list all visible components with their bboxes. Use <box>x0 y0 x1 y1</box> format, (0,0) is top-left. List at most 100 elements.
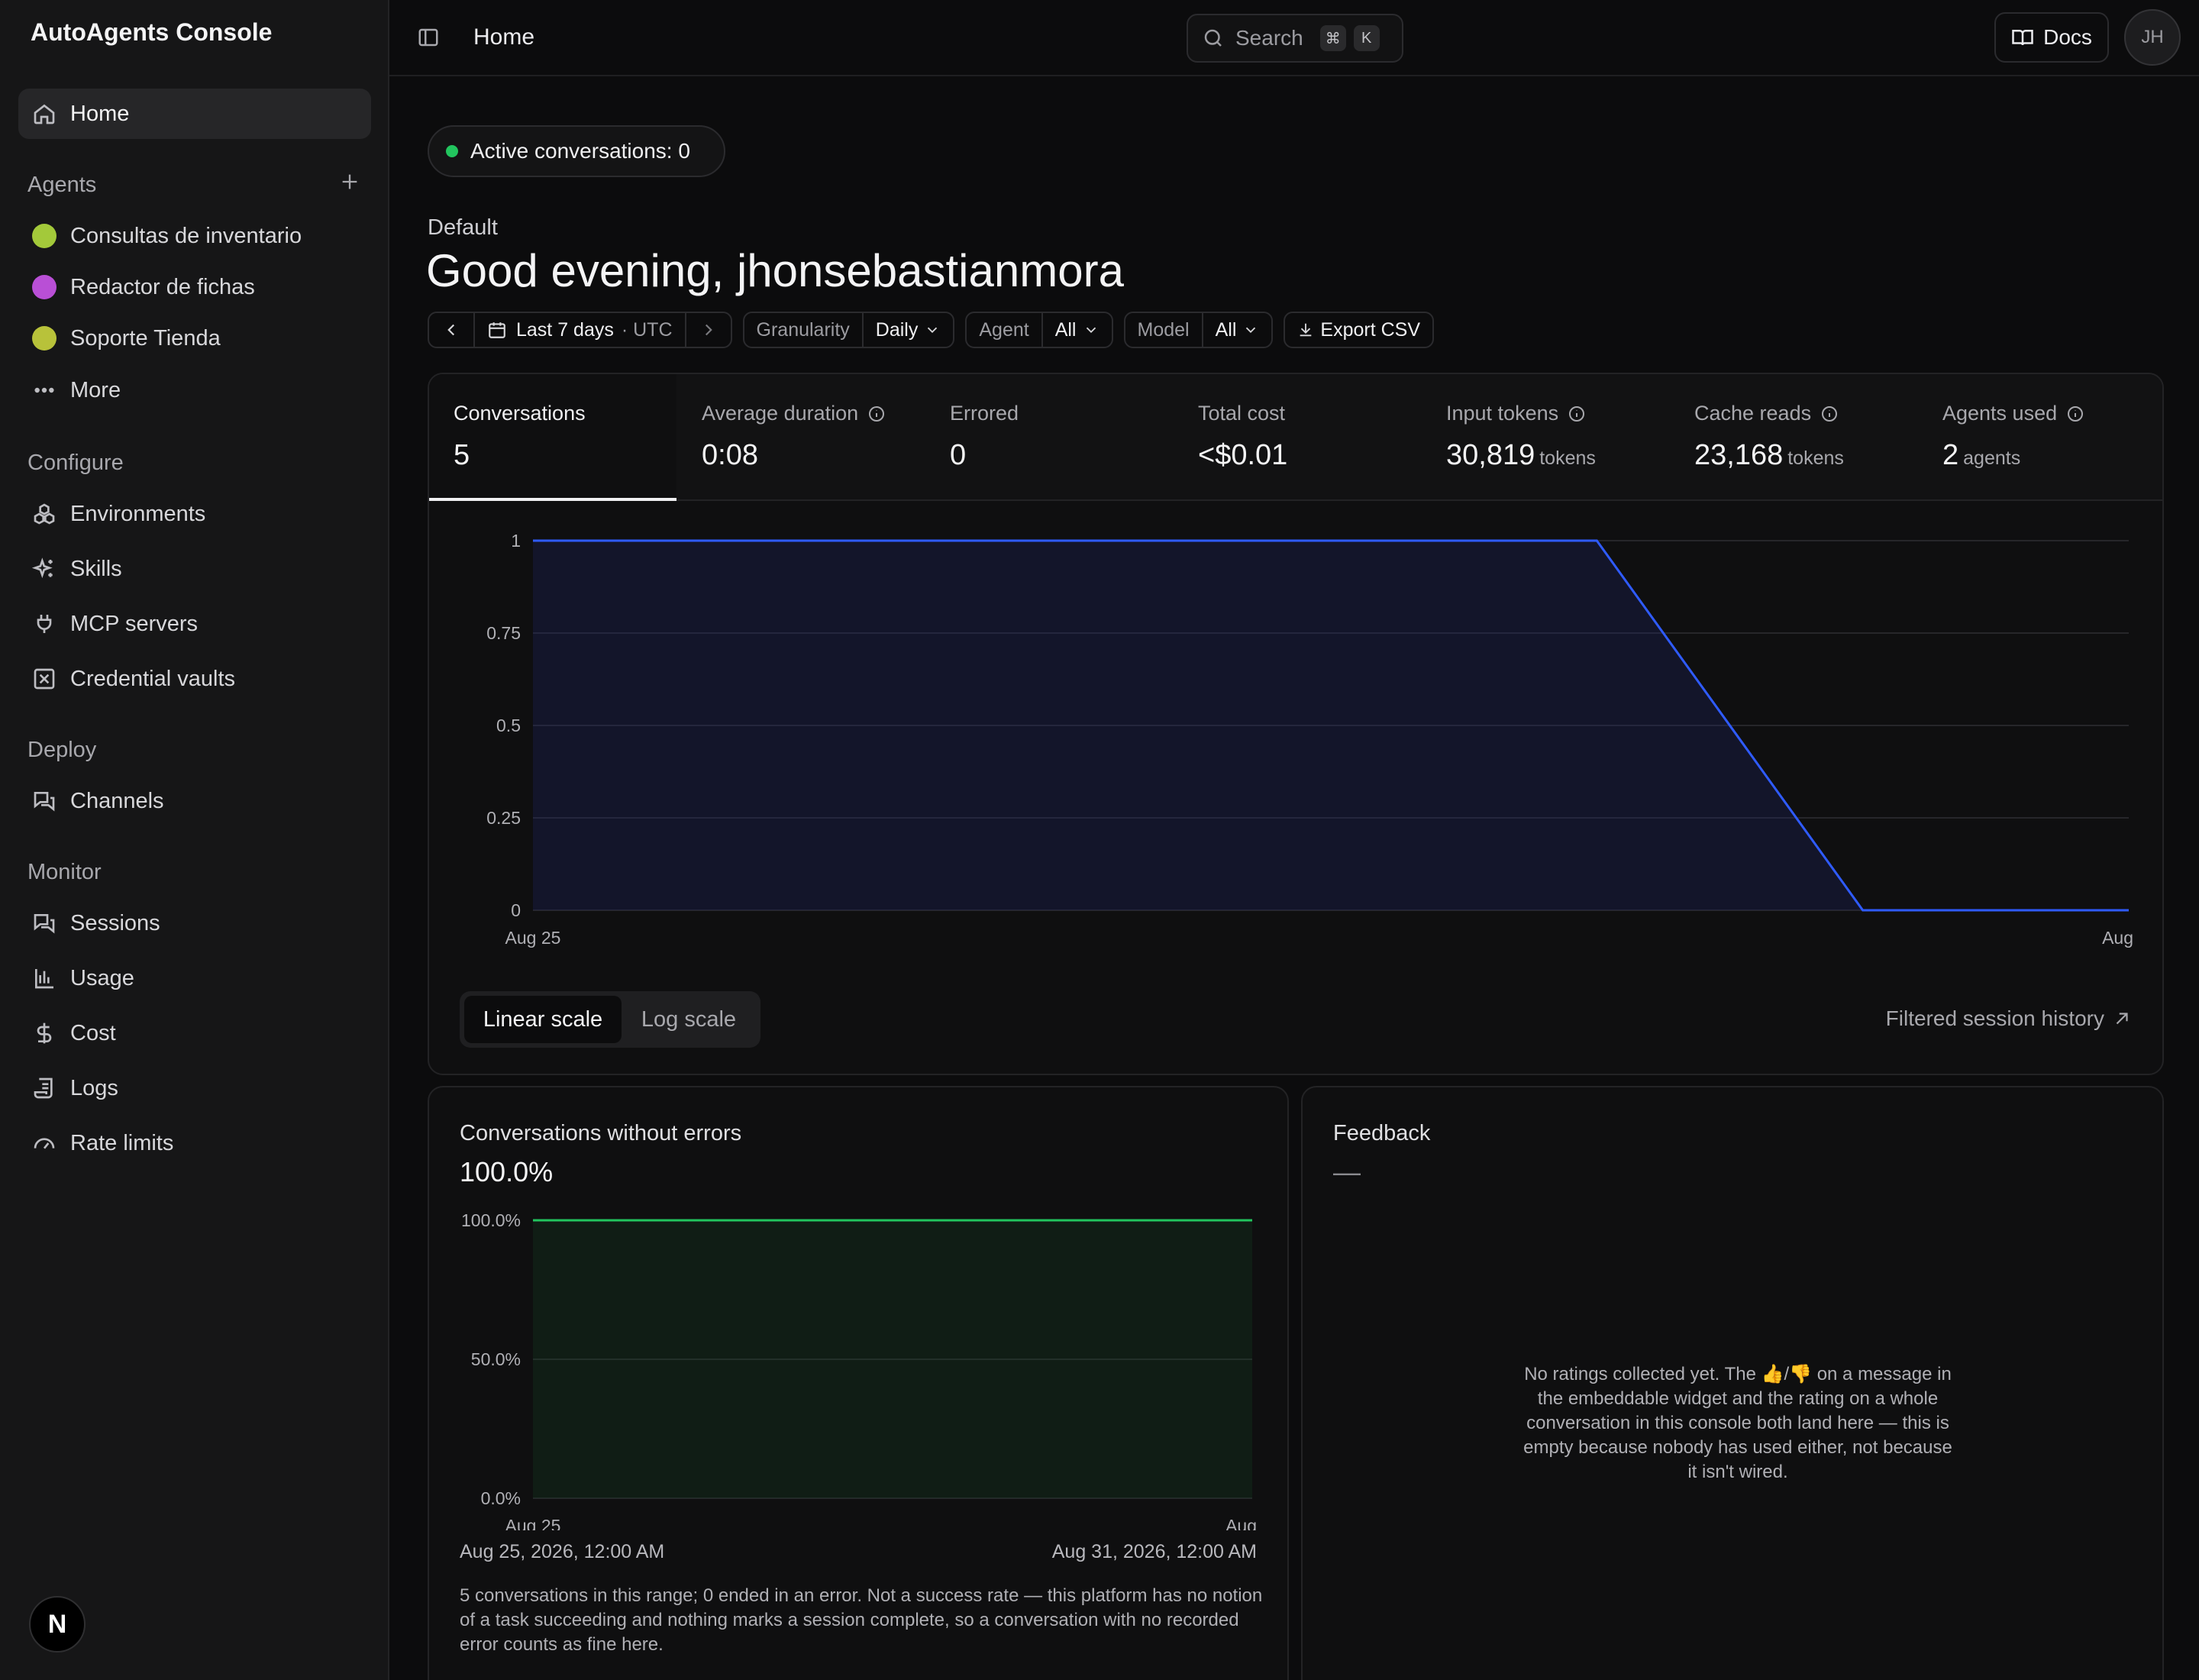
metrics-card: Conversations 5 Average duration 0:08 Errore… <box>428 373 2164 1075</box>
metric-tab[interactable]: Average duration 0:08 <box>677 374 925 501</box>
sidebar-item-rate-limits[interactable]: Rate limits <box>18 1118 371 1168</box>
scale-toggle: Linear scale Log scale <box>460 991 760 1048</box>
docs-label: Docs <box>2043 25 2092 49</box>
y-tick-label: 0.75 <box>486 623 521 643</box>
app-title: AutoAgents Console <box>31 18 273 46</box>
sidebar-item-sessions[interactable]: Sessions <box>18 898 371 948</box>
sidebar-item-usage[interactable]: Usage <box>18 953 371 1003</box>
sidebar-item-label: Credential vaults <box>70 666 235 691</box>
user-avatar[interactable]: JH <box>2124 9 2181 66</box>
download-icon <box>1300 323 1312 337</box>
metric-value: 0:08 <box>702 439 758 471</box>
series-area <box>533 541 2129 910</box>
sidebar-item-more[interactable]: More <box>18 365 371 415</box>
section-label-monitor: Monitor <box>27 860 102 884</box>
granularity-value: Daily <box>875 318 919 341</box>
sidebar-item-skills[interactable]: Skills <box>18 544 371 594</box>
sidebar-agent-consultas[interactable]: Consultas de inventario <box>18 211 371 261</box>
y-tick-label: 1 <box>511 531 521 551</box>
filtered-session-history-link[interactable]: Filtered session history <box>1886 1006 2132 1031</box>
search-button[interactable]: Search ⌘ K <box>1187 14 1403 63</box>
framework-logo[interactable]: N <box>29 1596 86 1653</box>
series-line <box>533 539 2129 912</box>
sidebar-agent-soporte[interactable]: Soporte Tienda <box>18 313 371 363</box>
arrow-up-right-icon <box>2116 1013 2128 1025</box>
metric-tab[interactable]: Agents used 2 agents <box>1918 374 2162 501</box>
metric-label: Cache reads <box>1694 402 1917 425</box>
home-icon <box>31 100 58 128</box>
section-label-configure: Configure <box>27 451 124 475</box>
sidebar-item-label: Cost <box>70 1020 116 1045</box>
series-area <box>533 1220 1252 1498</box>
sidebar-item-channels[interactable]: Channels <box>18 776 371 826</box>
y-tick-label: 0 <box>511 900 521 920</box>
metric-unit: tokens <box>1539 447 1596 469</box>
sidebar-item-logs[interactable]: Logs <box>18 1063 371 1113</box>
metric-value: <$0.01 <box>1198 439 1288 471</box>
model-filter-value: All <box>1215 318 1237 341</box>
sidebar-item-mcp-servers[interactable]: MCP servers <box>18 599 371 649</box>
sidebar-item-label: Sessions <box>70 910 160 935</box>
y-tick-label: 50.0% <box>471 1349 521 1369</box>
logs-icon <box>31 1074 58 1102</box>
sidebar-item-label: Skills <box>70 556 122 581</box>
shortcut-cmd: ⌘ <box>1319 25 1346 51</box>
sidebar: AutoAgents Console Home Agents Consultas… <box>0 0 389 1680</box>
add-agent-button[interactable] <box>339 171 366 199</box>
metric-value: 0 <box>950 439 967 471</box>
prev-range-button[interactable] <box>429 313 473 347</box>
log-scale-button[interactable]: Log scale <box>641 1006 737 1032</box>
sidebar-item-label: Usage <box>70 965 134 990</box>
metric-tab[interactable]: Conversations 5 <box>429 374 676 501</box>
metric-tab[interactable]: Errored 0 <box>925 374 1173 501</box>
sidebar-item-label: Soporte Tienda <box>70 325 221 351</box>
chevron-left-icon <box>447 324 455 336</box>
export-csv-button[interactable]: Export CSV <box>1284 312 1434 348</box>
model-select[interactable]: Model All <box>1123 312 1274 348</box>
agent-select[interactable]: Agent All <box>965 312 1113 348</box>
card-value: — <box>1333 1156 1361 1187</box>
sidebar-item-cost[interactable]: Cost <box>18 1008 371 1058</box>
metric-tab[interactable]: Cache reads 23,168 tokens <box>1670 374 1917 501</box>
x-tick-label: Aug 25 <box>505 1516 561 1530</box>
y-tick-label: 0.25 <box>486 808 521 828</box>
sidebar-item-home[interactable]: Home <box>18 89 371 139</box>
sidebar-item-label: Logs <box>70 1075 118 1100</box>
x-tick-label: Aug 25 <box>505 928 561 948</box>
granularity-select[interactable]: Granularity Daily <box>742 312 955 348</box>
sidebar-toggle-button[interactable] <box>417 26 441 50</box>
metrics-tabs: Conversations 5 Average duration 0:08 Errore… <box>429 374 2162 501</box>
active-conversations-text: Active conversations: 0 <box>470 139 690 163</box>
vault-icon <box>31 665 58 693</box>
dollar-icon <box>31 1019 58 1047</box>
chevron-down-icon <box>1086 327 1096 334</box>
metric-tab[interactable]: Total cost <$0.01 <box>1174 374 1421 501</box>
empty-state-text: No ratings collected yet. The 👍/👎 on a m… <box>1523 1364 1952 1482</box>
sidebar-item-label: Channels <box>70 788 164 813</box>
sidebar-item-environments[interactable]: Environments <box>18 489 371 539</box>
more-icon <box>31 376 58 404</box>
export-csv-label: Export CSV <box>1320 318 1420 341</box>
sidebar-item-label: Redactor de fichas <box>70 274 255 299</box>
agent-color-dot <box>32 275 57 299</box>
gauge-icon <box>31 1129 58 1157</box>
metric-unit: agents <box>1963 447 2021 469</box>
x-tick-label: Aug <box>2102 928 2133 948</box>
docs-button[interactable]: Docs <box>1994 12 2109 63</box>
y-tick-label: 100.0% <box>461 1210 521 1230</box>
linear-scale-button[interactable]: Linear scale <box>464 996 622 1043</box>
sidebar-item-credential-vaults[interactable]: Credential vaults <box>18 654 371 704</box>
next-range-button[interactable] <box>684 313 731 347</box>
agent-color-dot <box>32 326 57 351</box>
sidebar-agent-redactor[interactable]: Redactor de fichas <box>18 262 371 312</box>
granularity-label: Granularity <box>756 318 850 341</box>
sidebar-item-label: Home <box>70 101 130 126</box>
metric-value: 2 agents <box>1942 439 2021 471</box>
metric-value: 5 <box>454 439 470 471</box>
workspace-label: Default <box>428 215 498 240</box>
chevron-right-icon <box>705 324 712 336</box>
feedback-card: Feedback — No ratings collected yet. The… <box>1301 1086 2164 1680</box>
date-range-button[interactable]: Last 7 days · UTC <box>473 313 685 347</box>
metric-tab[interactable]: Input tokens 30,819 tokens <box>1422 374 1669 501</box>
date-range-picker: Last 7 days · UTC <box>428 312 732 348</box>
